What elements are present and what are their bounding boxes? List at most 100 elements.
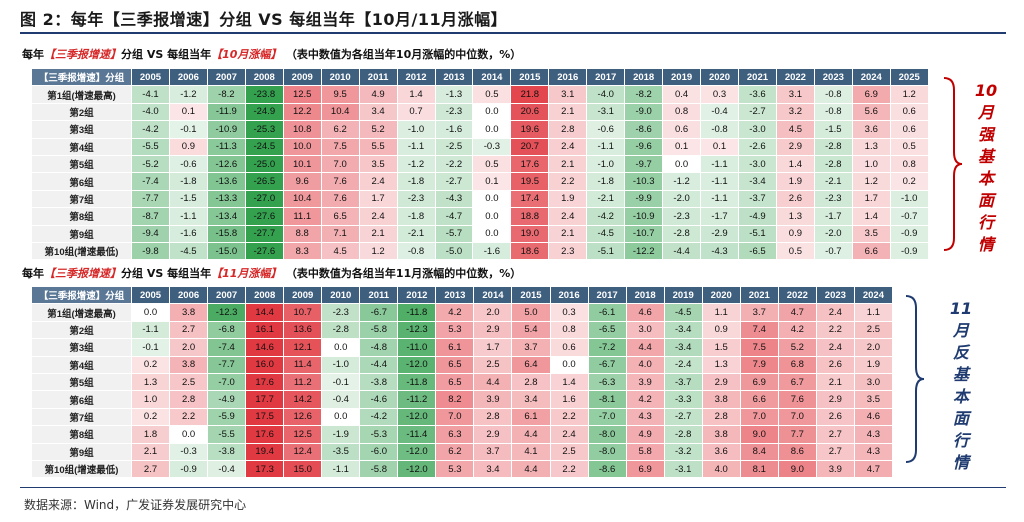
table-cell: 10.7 bbox=[283, 303, 323, 322]
table-cell: 0.8 bbox=[662, 102, 702, 122]
side-label-char: 月 bbox=[952, 321, 969, 340]
table-cell: 8.4 bbox=[739, 442, 779, 461]
table-row: 第3组 -0.1 2.0 -7.4 14.6 12.1 0.0 -4.8 -11.0 6.1 1.7… bbox=[31, 338, 893, 357]
table-cell: -1.1 bbox=[586, 137, 626, 156]
table-cell: 0.3 bbox=[549, 303, 589, 322]
table1-october: 【三季报增速】分组 2005 2006 2007 2008 2009 2010 2011 201… bbox=[31, 67, 929, 261]
table-cell: -2.3 bbox=[321, 303, 361, 322]
table2-title: 每年【三季报增速】分组 VS 每组当年【11月涨幅】 （表中数值为各组当年11月涨… bbox=[22, 265, 521, 281]
table-cell: 2.6 bbox=[775, 189, 815, 209]
table-cell: 1.7 bbox=[473, 338, 513, 357]
table-cell: -0.6 bbox=[168, 154, 208, 174]
table2-title-highlight1: 【三季报增速】 bbox=[44, 267, 121, 280]
side-label-october: 10 月强基本面行情 bbox=[966, 80, 1006, 256]
table-cell: 6.1 bbox=[435, 338, 475, 357]
year-header: 2011 bbox=[358, 67, 398, 87]
table2-title-mid: 分组 VS 每组当年 bbox=[121, 267, 212, 280]
table-cell: -3.4 bbox=[663, 320, 703, 340]
table-header-row: 【三季报增速】分组 2005 2006 2007 2008 2009 2010 2011 201… bbox=[31, 285, 893, 305]
group-label: 第10组(增速最低) bbox=[31, 459, 132, 479]
table-cell: 0.5 bbox=[889, 137, 929, 156]
table-cell: -1.2 bbox=[662, 172, 702, 191]
table-cell: -0.4 bbox=[321, 390, 361, 409]
table-cell: -11.3 bbox=[206, 137, 246, 156]
table-cell: -1.5 bbox=[168, 189, 208, 209]
table-cell: -1.0 bbox=[586, 154, 626, 174]
year-header: 2010 bbox=[321, 285, 361, 305]
table-cell: 7.6 bbox=[320, 189, 360, 209]
group-label: 第2组 bbox=[31, 320, 132, 340]
table-cell: 3.4 bbox=[473, 459, 513, 479]
year-header: 2010 bbox=[320, 67, 360, 87]
table-cell: 7.9 bbox=[739, 355, 779, 374]
table-cell: 6.1 bbox=[511, 407, 551, 427]
table-cell: -23.8 bbox=[244, 85, 284, 104]
table-cell: 7.5 bbox=[320, 137, 360, 156]
table-cell: -1.7 bbox=[813, 207, 853, 226]
table-cell: 5.3 bbox=[435, 320, 475, 340]
table-cell: 1.2 bbox=[889, 85, 929, 104]
table-row: 第1组(增速最高) 0.0 3.8 -12.3 14.4 10.7 -2.3 -6.7 -11.… bbox=[31, 303, 893, 322]
table-cell: 0.9 bbox=[168, 137, 208, 156]
table-cell: -2.1 bbox=[396, 224, 436, 243]
table-cell: 2.2 bbox=[549, 407, 589, 427]
table-cell: 0.0 bbox=[130, 303, 171, 322]
group-label: 第2组 bbox=[31, 102, 132, 122]
table-cell: 5.8 bbox=[625, 442, 665, 461]
table-cell: -3.4 bbox=[663, 338, 703, 357]
table-cell: -1.8 bbox=[586, 172, 626, 191]
group-label: 第10组(增速最低) bbox=[31, 241, 132, 261]
table-cell: 21.8 bbox=[510, 85, 550, 104]
year-header: 2007 bbox=[207, 285, 247, 305]
table-cell: -10.3 bbox=[624, 172, 664, 191]
group-label: 第3组 bbox=[31, 120, 132, 139]
table-cell: 0.6 bbox=[889, 120, 929, 139]
group-label: 第1组(增速最高) bbox=[31, 303, 132, 322]
table-cell: 5.2 bbox=[358, 120, 398, 139]
table-cell: -10.9 bbox=[624, 207, 664, 226]
table-cell: 16.1 bbox=[245, 320, 285, 340]
table-row: 第4组 -5.5 0.9 -11.3 -24.5 10.0 7.5 5.5 -1.1 -2.5 -0… bbox=[31, 137, 929, 156]
table-cell: -13.3 bbox=[206, 189, 246, 209]
table-cell: -1.6 bbox=[168, 224, 208, 243]
table-cell: -0.9 bbox=[889, 241, 929, 261]
table-cell: -3.1 bbox=[663, 459, 703, 479]
group-label: 第8组 bbox=[31, 207, 132, 226]
table-cell: -4.5 bbox=[663, 303, 703, 322]
table-cell: -11.4 bbox=[397, 425, 437, 444]
table-cell: -10.9 bbox=[206, 120, 246, 139]
table-cell: 3.7 bbox=[511, 338, 551, 357]
year-header: 2015 bbox=[511, 285, 551, 305]
table-cell: -12.2 bbox=[624, 241, 664, 261]
table-cell: 1.2 bbox=[851, 172, 891, 191]
table-cell: -9.0 bbox=[624, 102, 664, 122]
table-cell: 4.2 bbox=[625, 390, 665, 409]
table-row: 第4组 0.2 3.8 -7.7 16.0 11.4 -1.0 -4.4 -12.0 6.5 2.5… bbox=[31, 355, 893, 374]
table-cell: -2.3 bbox=[813, 189, 853, 209]
table-cell: -0.7 bbox=[813, 241, 853, 261]
table-cell: -11.2 bbox=[397, 390, 437, 409]
table-cell: -1.3 bbox=[434, 85, 474, 104]
table-cell: -7.4 bbox=[207, 338, 247, 357]
table-cell: -0.3 bbox=[169, 442, 209, 461]
table-cell: 5.2 bbox=[777, 338, 817, 357]
table-cell: 0.1 bbox=[168, 102, 208, 122]
table-cell: 6.2 bbox=[435, 442, 475, 461]
table-cell: 1.7 bbox=[358, 189, 398, 209]
table-cell: -1.7 bbox=[700, 207, 739, 226]
table-cell: -6.5 bbox=[587, 320, 627, 340]
table-cell: 6.7 bbox=[777, 372, 817, 392]
table-cell: 6.9 bbox=[625, 459, 665, 479]
table-cell: 2.8 bbox=[473, 407, 513, 427]
table-cell: -1.1 bbox=[168, 207, 208, 226]
table-cell: 2.3 bbox=[548, 241, 588, 261]
table-cell: 0.0 bbox=[472, 120, 512, 139]
table-cell: -1.6 bbox=[472, 241, 512, 261]
year-header: 2021 bbox=[738, 67, 777, 87]
table-cell: -0.3 bbox=[472, 137, 512, 156]
table-cell: -3.7 bbox=[738, 189, 777, 209]
table-cell: -3.0 bbox=[738, 154, 777, 174]
table-cell: -12.0 bbox=[397, 459, 437, 479]
table-cell: -3.4 bbox=[738, 172, 777, 191]
year-header: 2018 bbox=[625, 285, 665, 305]
